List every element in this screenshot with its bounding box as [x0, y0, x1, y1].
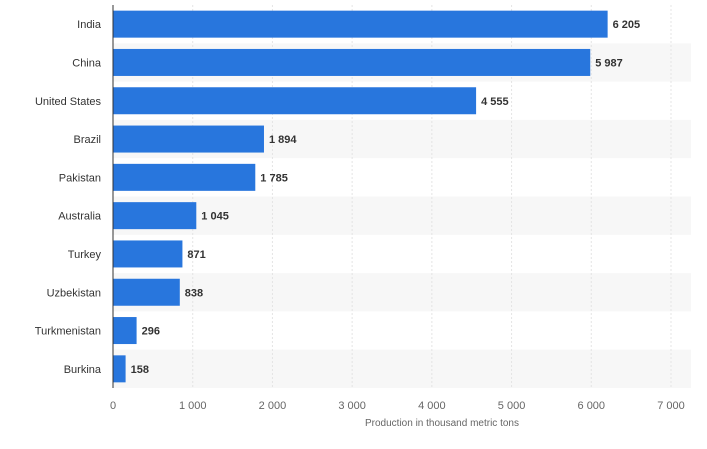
value-label: 4 555: [481, 96, 509, 108]
bar: [113, 278, 180, 306]
category-labels: India China United States Brazil Pakistan Aus…: [35, 19, 102, 376]
value-label: 158: [131, 364, 149, 376]
value-label: 871: [187, 249, 205, 261]
row-band: [113, 196, 691, 235]
value-label: 1 045: [201, 211, 229, 223]
value-label: 5 987: [595, 57, 623, 69]
x-tick-label: 0: [110, 400, 116, 412]
bar: [113, 355, 126, 383]
value-label: 1 785: [260, 172, 288, 184]
bar: [113, 202, 197, 230]
x-tick-labels: 0 1 000 2 000 3 000 4 000 5 000 6 000 7 000: [110, 400, 685, 412]
category-label: United States: [35, 96, 102, 108]
bar: [113, 240, 183, 268]
category-label: China: [72, 57, 102, 69]
x-tick-label: 7 000: [657, 400, 685, 412]
category-label: Turkey: [68, 249, 102, 261]
x-tick-label: 4 000: [418, 400, 446, 412]
bar: [113, 48, 591, 76]
x-tick-label: 1 000: [179, 400, 207, 412]
bar: [113, 87, 477, 115]
category-label: Uzbekistan: [47, 287, 101, 299]
bar: [113, 163, 256, 191]
x-tick-label: 5 000: [498, 400, 526, 412]
value-label: 1 894: [269, 134, 297, 146]
category-label: Pakistan: [59, 172, 101, 184]
row-band: [113, 273, 691, 312]
bars: [113, 10, 608, 383]
bar: [113, 125, 264, 153]
x-tick-label: 2 000: [259, 400, 287, 412]
category-label: Burkina: [64, 364, 102, 376]
value-labels: 6 205 5 987 4 555 1 894 1 785 1 045 871 838 296 1…: [131, 19, 641, 376]
category-label: Turkmenistan: [35, 326, 101, 338]
x-tick-label: 6 000: [578, 400, 606, 412]
value-label: 296: [142, 326, 160, 338]
category-label: Australia: [58, 211, 102, 223]
x-axis-title: Production in thousand metric tons: [365, 418, 519, 429]
bar: [113, 10, 608, 38]
row-bands: [113, 43, 691, 388]
bar: [113, 317, 137, 345]
category-label: India: [77, 19, 102, 31]
category-label: Brazil: [73, 134, 101, 146]
value-label: 838: [185, 287, 203, 299]
row-band: [113, 349, 691, 388]
value-label: 6 205: [613, 19, 641, 31]
x-tick-label: 3 000: [338, 400, 366, 412]
